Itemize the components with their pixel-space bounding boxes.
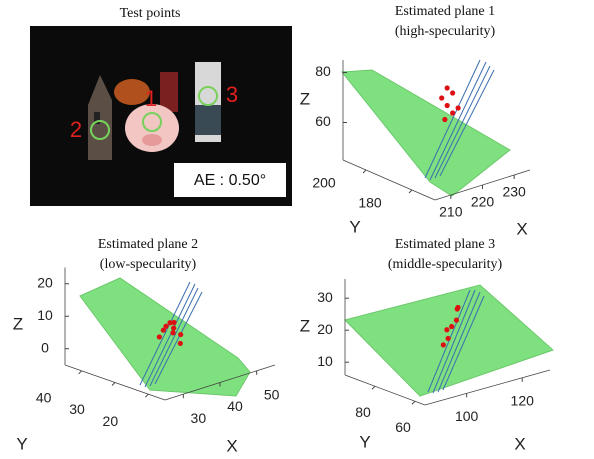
chart-title: Estimated plane 2: [98, 237, 198, 252]
point: [445, 85, 450, 90]
point: [161, 328, 166, 333]
z-tick-label: 20: [37, 274, 53, 290]
x-tick-label: 120: [511, 392, 535, 408]
y-tick-label: 180: [358, 195, 382, 211]
z-tick-label: 20: [317, 321, 333, 337]
z-tick-label: 0: [41, 339, 49, 355]
x-tick-label: 40: [227, 398, 243, 414]
y-tick: [112, 383, 115, 386]
x-axis-label: X: [514, 434, 525, 453]
y-tick: [372, 386, 375, 389]
chart-subtitle: (high-specularity): [395, 24, 496, 39]
point: [441, 342, 446, 347]
point: [171, 325, 176, 330]
z-tick-label: 10: [37, 307, 53, 323]
z-axis-label: Z: [300, 89, 310, 108]
x-axis-label: X: [226, 436, 237, 455]
marker-label: 1: [145, 86, 157, 111]
z-tick-label: 30: [317, 289, 333, 305]
point: [454, 318, 459, 323]
y-tick-label: 60: [395, 419, 411, 435]
x-tick-label: 210: [439, 204, 463, 220]
y-tick-label: 200: [312, 175, 336, 191]
y-tick-label: 80: [355, 404, 371, 420]
point: [455, 305, 460, 310]
point: [446, 336, 451, 341]
point: [449, 324, 454, 329]
point: [450, 90, 455, 95]
y-tick: [79, 371, 82, 374]
y-tick: [412, 401, 415, 404]
point: [157, 334, 162, 339]
point: [170, 330, 175, 335]
x-tick-label: 100: [455, 408, 479, 424]
z-tick-label: 10: [317, 353, 333, 369]
chart-subtitle: (low-specularity): [100, 257, 197, 272]
point: [178, 332, 183, 337]
y-tick: [363, 170, 366, 173]
page: {"image": {"title": "Test points", "mark…: [0, 0, 594, 459]
point: [444, 327, 449, 332]
z-axis-label: Z: [13, 314, 23, 333]
z-tick-label: 80: [315, 63, 331, 79]
y-tick: [409, 190, 412, 193]
marker-label: 2: [70, 117, 82, 142]
z-tick-label: 60: [315, 113, 331, 129]
annotation: AE : 0.50°: [194, 172, 266, 189]
point: [450, 110, 455, 115]
x-tick-label: 220: [471, 194, 495, 210]
point: [178, 341, 183, 346]
x-tick-label: 30: [191, 410, 207, 426]
x-tick-label: 50: [264, 387, 280, 403]
chart-title: Estimated plane 3: [395, 237, 495, 252]
photo: 1 2 3 AE : 0.50°: [30, 26, 292, 206]
marker-label: 3: [226, 82, 238, 107]
z-axis-label: Z: [300, 316, 310, 335]
y-axis-label: Y: [359, 432, 370, 451]
panel-title: Test points: [120, 6, 181, 21]
y-axis-label: Y: [349, 217, 360, 236]
chart-subtitle: (middle-specularity): [388, 257, 503, 272]
point: [456, 105, 461, 110]
figure: Test points 1 2 3 AE : 0.50° Estimated p…: [0, 0, 594, 459]
point: [439, 95, 444, 100]
y-tick-label: 40: [36, 390, 52, 406]
y-axis-label: Y: [16, 434, 27, 453]
x-axis-label: X: [516, 219, 527, 238]
y-tick-label: 20: [103, 413, 119, 429]
point: [442, 117, 447, 122]
point: [171, 320, 176, 325]
y-tick: [145, 394, 148, 397]
point: [445, 103, 450, 108]
y-tick-label: 30: [69, 401, 85, 417]
chart-title: Estimated plane 1: [395, 4, 495, 19]
x-tick-label: 230: [502, 184, 526, 200]
